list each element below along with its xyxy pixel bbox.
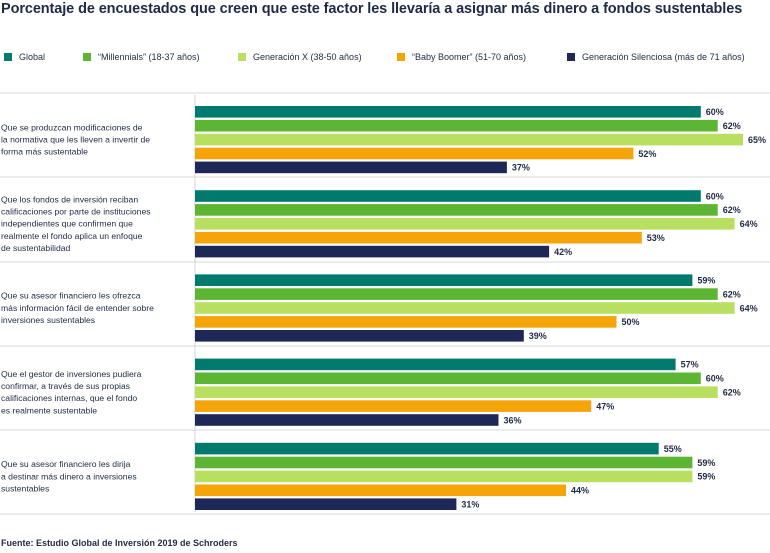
data-label: 44% [571,486,589,496]
bar [195,498,457,510]
category-label: Que su asesor financiero les dirija a des… [1,459,137,493]
source-note: Fuente: Estudio Global de Inversión 2019… [1,538,238,548]
bar [195,133,743,146]
bar [195,119,718,132]
data-label: 65% [748,135,766,145]
category-label: Que su asesor financiero les ofrezca más … [1,291,154,325]
legend-swatch [83,53,91,61]
bar [195,190,701,202]
legend-item: “Baby Boomer” (51-70 años) [397,50,526,64]
bar [195,400,592,412]
legend-label: “Baby Boomer” (51-70 años) [412,52,527,62]
legend-swatch [567,53,575,61]
legend-swatch [238,53,246,61]
bar [195,414,499,426]
data-label: 42% [554,247,572,257]
data-label: 64% [740,219,758,229]
bar [195,330,524,342]
data-label: 64% [740,303,758,313]
legend-label: Generación Silenciosa (más de 71 años) [582,52,745,62]
data-label: 36% [504,415,522,425]
legend-label: Generación X (38-50 años) [253,52,362,62]
data-label: 62% [723,121,741,131]
bar [195,161,507,174]
legend-swatch [4,53,12,61]
bar [195,288,718,300]
bar [195,456,693,469]
data-label: 50% [622,317,640,327]
data-label: 62% [723,289,741,299]
bar [195,106,701,118]
bar [195,204,718,216]
data-label: 53% [647,233,665,243]
legend-label: Global [19,52,46,62]
category-label: Que los fondos de inversión reciban calif… [1,194,151,253]
data-label: 62% [723,205,741,215]
data-label: 60% [706,191,724,201]
data-label: 39% [529,331,547,341]
legend-item: Generación X (38-50 años) [238,50,362,64]
legend-item: Generación Silenciosa (más de 71 años) [567,50,745,64]
bar [195,231,642,244]
bar [195,358,676,371]
data-label: 59% [697,458,715,468]
category-label: Que el gestor de inversiones pudiera conf… [1,369,142,416]
bar [195,386,718,398]
bar [195,302,735,314]
data-label: 60% [706,107,724,117]
data-label: 59% [697,472,715,482]
data-label: 31% [461,500,479,510]
data-label: 55% [664,444,682,454]
data-label: 62% [723,388,741,398]
data-label: 52% [638,149,656,159]
bar [195,245,550,258]
chart-legend: Global “Millennials” (18-37 años) Generaci… [0,50,770,64]
bar [195,316,617,328]
legend-swatch [397,53,405,61]
data-label: 37% [512,163,530,173]
legend-item: Global [4,50,45,64]
chart-title: Porcentaje de encuestados que creen que … [1,1,743,17]
bar [195,372,701,385]
data-label: 60% [706,374,724,384]
legend-label: “Millennials” (18-37 años) [98,52,200,62]
bar [195,274,693,286]
bar [195,147,634,160]
legend-item: “Millennials” (18-37 años) [83,50,200,64]
data-label: 59% [697,276,715,286]
bar [195,442,659,455]
bar [195,484,566,497]
bar [195,218,735,230]
data-label: 57% [681,360,699,370]
data-label: 47% [596,401,614,411]
category-label: Que se produzcan modificaciones de la nor… [1,122,150,156]
bar [195,470,693,483]
